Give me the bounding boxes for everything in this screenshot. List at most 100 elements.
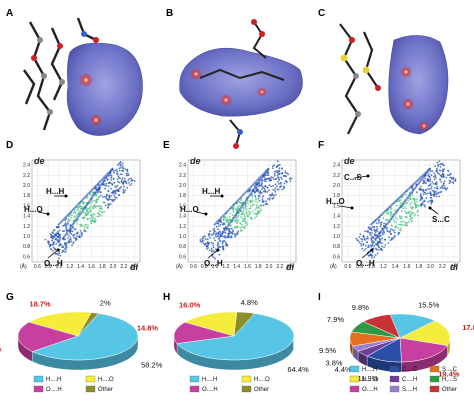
fingerprint-point [242, 219, 245, 222]
pie-data-label: 14.8% [137, 323, 159, 332]
fingerprint-point [103, 201, 106, 204]
fingerprint-point [64, 238, 66, 241]
fingerprint-point [283, 185, 286, 188]
fingerprint-point [268, 198, 271, 201]
fingerprint-point [254, 217, 256, 219]
fingerprint-point [50, 234, 53, 236]
fingerprint-point [277, 183, 280, 185]
fingerprint-point [274, 172, 276, 175]
fingerprint-point [119, 173, 122, 176]
fingerprint-point [61, 251, 63, 254]
x-tick-label: 2.4 [131, 264, 138, 270]
panel-E: E 0.6 0.8 1.0 1.2 1.4 1.6 1.8 2.0 2.2 2.40.60.81.… [163, 140, 297, 272]
fingerprint-point [271, 192, 274, 195]
fingerprint-point [264, 203, 267, 206]
fingerprint-point [281, 188, 284, 191]
fingerprint-point [232, 229, 234, 232]
pie-data-label: 58.2% [141, 361, 163, 370]
legend-swatch [349, 385, 360, 393]
pie-data-label: 4.4% [335, 365, 352, 374]
fingerprint-point [90, 205, 93, 208]
fingerprint-point [259, 208, 262, 210]
fingerprint-point [81, 205, 84, 208]
fingerprint-point [71, 214, 73, 217]
fingerprint-point [262, 186, 265, 189]
fingerprint-point [425, 197, 428, 200]
fingerprint-point [390, 208, 393, 211]
fingerprint-point [265, 200, 267, 203]
fingerprint-point [217, 228, 219, 231]
fingerprint-point [253, 212, 255, 215]
fingerprint-point [104, 187, 106, 190]
fingerprint-point [133, 180, 136, 183]
fingerprint-point [395, 221, 398, 223]
fingerprint-point [74, 239, 77, 242]
fingerprint-point [222, 227, 225, 230]
fingerprint-point [236, 205, 239, 208]
y-tick-label: 1.2 [23, 224, 30, 230]
fingerprint-point [65, 228, 68, 231]
fingerprint-point [433, 195, 435, 198]
fingerprint-point [116, 170, 119, 173]
fingerprint-point [273, 170, 276, 173]
contact-annotation: O...H [356, 259, 375, 268]
fingerprint-point [416, 200, 418, 203]
fingerprint-point [241, 212, 244, 215]
fingerprint-point [435, 195, 438, 198]
fingerprint-point [275, 177, 277, 180]
fingerprint-point [235, 233, 238, 236]
fingerprint-point [432, 182, 435, 185]
fingerprint-point [267, 174, 270, 177]
fingerprint-point [211, 249, 213, 252]
fingerprint-point [213, 230, 216, 233]
y-tick-label: 2.2 [179, 173, 186, 179]
fingerprint-point [59, 254, 62, 257]
pie-slice [366, 337, 402, 363]
fingerprint-point [238, 200, 240, 203]
fingerprint-point [409, 196, 412, 199]
fingerprint-point [204, 238, 207, 241]
contact-annotation: H...O [326, 197, 345, 206]
fingerprint-point [212, 233, 215, 236]
fingerprint-point [238, 204, 241, 207]
fingerprint-point [106, 199, 109, 201]
plot-area [31, 159, 141, 263]
fingerprint-point [109, 174, 112, 177]
legend-entry: H....H [362, 367, 377, 373]
x-tick-label: 0.8 [45, 264, 52, 270]
fingerprint-point [97, 205, 100, 208]
fingerprint-point [116, 178, 119, 181]
fingerprint-point [70, 240, 73, 243]
panel-I: I 15.5% 17.8% 19.4% 11.9% 4.4%3.8% 9.5% 7.9% 9.… [318, 292, 474, 393]
fingerprint-point [204, 243, 206, 246]
fingerprint-point [218, 233, 221, 236]
legend-swatch [189, 385, 200, 393]
fingerprint-point [278, 178, 280, 181]
fingerprint-point [277, 164, 280, 167]
pie-slice [352, 337, 401, 352]
contact-annotation: S...C [432, 215, 450, 224]
fingerprint-point [369, 253, 372, 255]
y-tick-label: 2.4 [179, 163, 186, 169]
fingerprint-point [119, 187, 121, 189]
fingerprint-point [271, 165, 274, 168]
fingerprint-point [126, 169, 129, 172]
x-tick-label: 1.6 [244, 264, 251, 270]
fingerprint-point [367, 244, 370, 247]
fingerprint-point [92, 213, 95, 215]
fingerprint-point [414, 213, 417, 216]
fingerprint-point [123, 177, 126, 180]
fingerprint-point [440, 181, 442, 183]
fingerprint-point [80, 207, 82, 210]
annotation-arrow [47, 249, 59, 259]
fingerprint-point [224, 231, 227, 234]
fingerprint-point [373, 256, 376, 258]
fingerprint-point [242, 206, 245, 209]
fingerprint-point [224, 235, 227, 237]
fingerprint-point [79, 230, 82, 232]
fingerprint-point [108, 181, 111, 184]
fingerprint-point [113, 171, 116, 174]
fingerprint-point [412, 211, 415, 214]
fingerprint-point [72, 242, 74, 245]
fingerprint-point [436, 161, 439, 164]
